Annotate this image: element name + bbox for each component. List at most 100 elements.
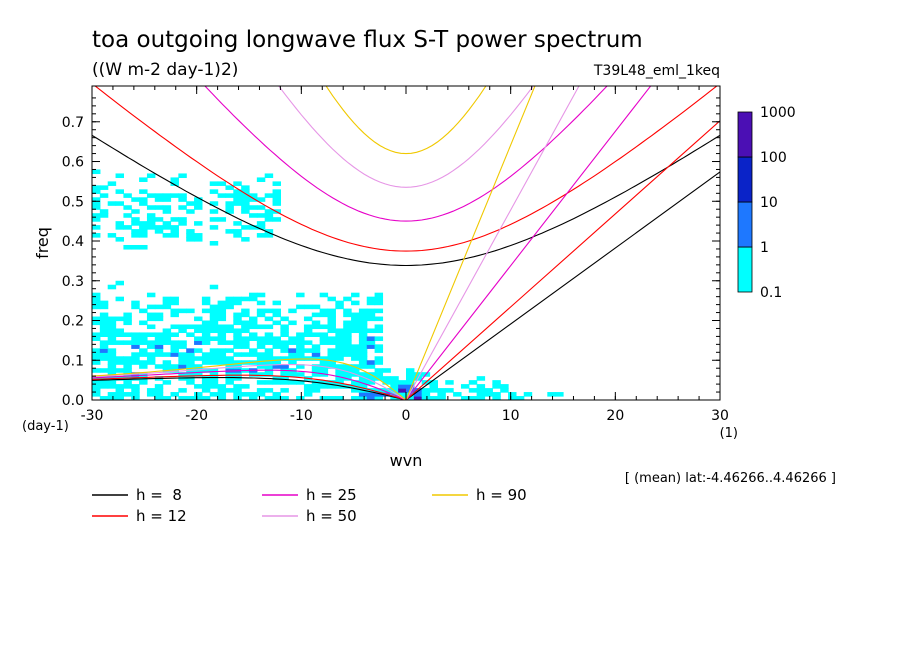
heat-cell (99, 312, 109, 318)
legend: h = 8 h = 12 h = 25 h = 50 h = 90 (92, 486, 527, 525)
heat-cell (217, 348, 227, 353)
heat-cell (209, 284, 219, 290)
heat-cell (170, 229, 179, 234)
heat-cell (123, 368, 132, 373)
heat-cell (249, 332, 258, 337)
heat-cell (327, 340, 336, 345)
heat-cell (241, 308, 250, 314)
heat-cell (154, 336, 164, 341)
heat-cell (186, 364, 195, 369)
heat-cell (194, 197, 203, 202)
heat-cell (154, 396, 164, 400)
heat-cell (154, 316, 164, 322)
heat-cell (209, 181, 219, 186)
heat-cell (296, 396, 305, 400)
heat-cell (217, 316, 227, 322)
heat-cell (272, 201, 281, 206)
heat-cell (476, 376, 486, 381)
heat-cell (296, 364, 305, 369)
heat-cell (209, 320, 219, 326)
heat-cell (123, 384, 132, 389)
heat-cell (358, 352, 368, 357)
heat-cell (296, 292, 305, 298)
heat-cell (201, 380, 211, 385)
heat-cell (280, 388, 289, 393)
y-tick-label: 0.4 (62, 234, 84, 250)
heat-cell (335, 368, 344, 373)
heat-cell (311, 364, 321, 369)
heat-cell (445, 380, 454, 385)
heat-cell (186, 360, 195, 365)
heat-cell (139, 233, 148, 238)
heat-cell (217, 328, 227, 334)
heat-cell (209, 217, 219, 222)
heat-cell (319, 396, 329, 400)
heat-cell (201, 376, 211, 381)
heat-cell (225, 205, 234, 210)
heat-cell (241, 384, 250, 389)
heat-cell (131, 217, 140, 222)
heat-cell (107, 360, 117, 365)
heat-cell (327, 348, 336, 353)
heat-cell (303, 388, 313, 393)
heat-cell (288, 380, 297, 385)
heat-cell (92, 205, 101, 210)
heat-cell (178, 352, 187, 357)
heat-cell (170, 368, 179, 373)
heat-cell (374, 308, 384, 314)
heat-cell (107, 348, 117, 353)
heat-cell (311, 344, 321, 349)
heat-cell (296, 352, 305, 357)
heat-cell (201, 340, 211, 345)
heat-cell (154, 205, 164, 210)
heat-cell (209, 304, 219, 310)
heat-cell (280, 372, 289, 377)
heat-cell (256, 300, 266, 306)
heat-cell (327, 360, 336, 365)
heat-cell (249, 372, 258, 377)
heat-cell (201, 332, 211, 337)
heat-cell (500, 384, 509, 389)
y-tick-label: 0.2 (62, 314, 84, 330)
heat-cell (131, 336, 140, 341)
heat-cell (264, 348, 274, 353)
heat-cell (264, 340, 274, 345)
heat-cell (170, 392, 179, 397)
heat-cell (398, 384, 407, 389)
heat-cell (374, 388, 384, 393)
colorbar-label: 1 (760, 240, 769, 256)
heat-cell (296, 380, 305, 385)
heat-cell (209, 209, 219, 214)
heat-cell (107, 380, 117, 385)
heat-cell (358, 340, 368, 345)
heat-cell (374, 296, 384, 302)
heat-cell (233, 300, 242, 306)
heat-cell (92, 384, 101, 389)
dispersion-curve-h8 (92, 134, 720, 267)
heat-cell (162, 300, 172, 306)
heat-cell (319, 360, 329, 365)
heat-cell (209, 356, 219, 361)
heat-cell (264, 372, 274, 377)
heat-cell (146, 304, 156, 310)
heat-cell (99, 320, 109, 326)
heat-cell (249, 225, 258, 230)
heat-cell (209, 201, 219, 206)
heat-cell (429, 388, 438, 393)
heat-cell (217, 384, 227, 389)
heat-cell (256, 372, 266, 377)
heat-cell (398, 380, 407, 385)
heat-cell (429, 380, 438, 385)
heat-cell (327, 320, 336, 326)
heat-cell (170, 225, 179, 230)
heat-cell (351, 328, 360, 334)
heat-cell (146, 312, 156, 318)
heat-cell (311, 332, 321, 337)
heat-cell (233, 376, 242, 381)
heat-cell (115, 328, 124, 334)
heat-cell (366, 316, 376, 322)
heat-cell (303, 384, 313, 389)
heat-cell (437, 392, 446, 397)
heat-cell (194, 237, 203, 242)
heat-cell (107, 328, 117, 334)
